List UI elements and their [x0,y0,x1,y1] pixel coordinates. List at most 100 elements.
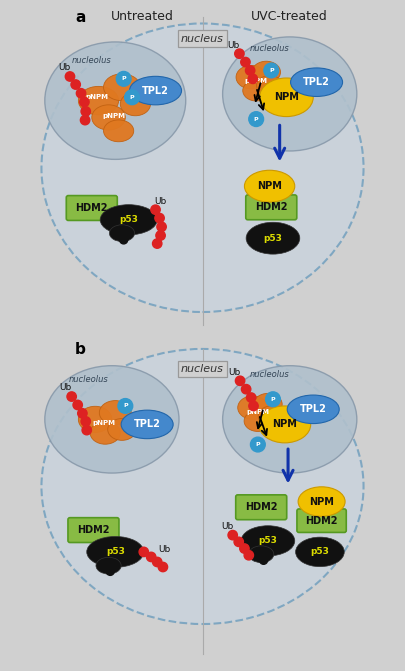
Text: P: P [130,95,134,100]
Circle shape [65,72,75,81]
Circle shape [241,384,251,394]
Circle shape [80,115,90,125]
Ellipse shape [254,393,282,415]
Ellipse shape [241,526,295,556]
Ellipse shape [223,37,357,151]
Circle shape [245,66,255,75]
Ellipse shape [104,74,141,101]
Text: nucleolus: nucleolus [72,56,112,65]
Circle shape [77,89,86,98]
Ellipse shape [249,546,274,562]
Ellipse shape [238,396,268,419]
Text: TPL2: TPL2 [300,405,327,414]
Ellipse shape [287,395,339,423]
Text: nucleus: nucleus [181,364,224,374]
Ellipse shape [252,61,281,83]
Text: HDM2: HDM2 [255,203,288,212]
FancyBboxPatch shape [66,196,117,220]
Text: Ub: Ub [60,383,72,392]
Circle shape [81,417,90,426]
Text: P: P [271,397,275,402]
Circle shape [106,567,114,575]
Text: HDM2: HDM2 [305,516,338,525]
Text: TPL2: TPL2 [134,419,160,429]
Text: NPM: NPM [257,181,282,191]
Text: p53: p53 [311,548,329,556]
Text: UVC-treated: UVC-treated [252,10,328,23]
Text: Ub: Ub [158,545,170,554]
Ellipse shape [45,42,186,159]
Text: HDM2: HDM2 [245,503,277,512]
Circle shape [116,72,131,86]
Text: pNPM: pNPM [246,409,269,415]
Ellipse shape [96,557,121,574]
Ellipse shape [259,406,311,443]
Text: Ub: Ub [228,368,241,377]
Ellipse shape [298,487,345,517]
Ellipse shape [256,75,283,96]
Text: nucleolus: nucleolus [250,44,290,53]
Text: nucleolus: nucleolus [250,370,290,378]
FancyBboxPatch shape [68,518,119,542]
Text: p53: p53 [106,548,125,556]
Circle shape [249,111,264,126]
Ellipse shape [90,421,120,444]
Ellipse shape [243,81,270,101]
Text: nucleolus: nucleolus [68,374,108,384]
Text: nucleus: nucleus [181,34,224,44]
Circle shape [71,80,80,89]
Text: P: P [123,403,128,409]
FancyBboxPatch shape [297,509,346,532]
Ellipse shape [87,537,144,568]
Ellipse shape [223,366,357,473]
Ellipse shape [108,419,136,440]
FancyBboxPatch shape [236,495,287,519]
Ellipse shape [78,406,112,432]
FancyBboxPatch shape [246,195,297,220]
Ellipse shape [41,23,364,312]
Text: p53: p53 [264,234,282,243]
Circle shape [247,393,256,402]
Ellipse shape [246,222,300,254]
Text: Ub: Ub [222,522,234,531]
Ellipse shape [45,366,179,473]
Text: HDM2: HDM2 [77,525,110,535]
Text: TPL2: TPL2 [142,86,169,95]
Circle shape [266,392,280,407]
Circle shape [234,537,243,546]
Text: pNPM: pNPM [102,113,125,119]
Circle shape [67,392,77,401]
Circle shape [250,437,265,452]
Text: pNPM: pNPM [92,420,115,425]
Text: P: P [254,117,258,121]
Ellipse shape [92,105,125,130]
Circle shape [235,49,244,58]
Circle shape [81,107,90,116]
Ellipse shape [100,205,157,235]
Circle shape [80,97,89,107]
Circle shape [264,63,279,78]
Text: HDM2: HDM2 [76,203,108,213]
Circle shape [241,57,250,66]
Text: P: P [256,442,260,447]
Circle shape [147,552,156,562]
Text: NPM: NPM [274,93,299,102]
Ellipse shape [99,401,131,425]
Ellipse shape [296,537,344,566]
Circle shape [228,530,237,539]
Circle shape [157,222,166,231]
Ellipse shape [121,410,173,439]
Text: NPM: NPM [272,419,297,429]
Circle shape [248,74,258,83]
Ellipse shape [258,406,284,426]
Circle shape [73,400,82,409]
Ellipse shape [78,87,119,115]
Circle shape [158,562,168,572]
Text: pNPM: pNPM [245,78,268,83]
Ellipse shape [109,225,134,242]
Circle shape [240,544,249,553]
Text: Untreated: Untreated [111,10,174,23]
Circle shape [118,399,133,413]
Ellipse shape [120,93,151,115]
Text: TPL2: TPL2 [303,77,330,87]
